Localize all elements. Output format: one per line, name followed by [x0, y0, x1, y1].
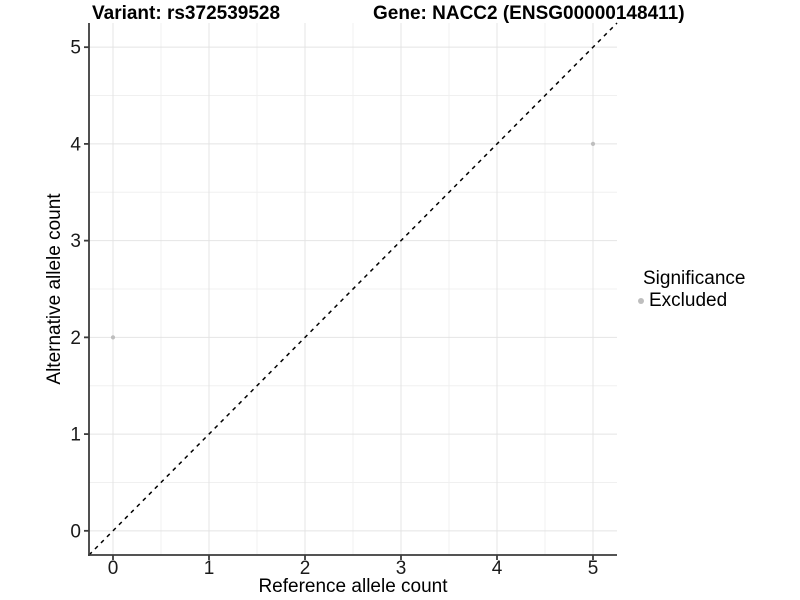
y-axis-title: Alternative allele count — [44, 193, 65, 385]
y-tick-label: 2 — [70, 328, 81, 349]
legend-point-icon — [638, 298, 644, 304]
y-tick-label: 0 — [70, 521, 81, 542]
data-point — [590, 141, 596, 147]
plot-title-variant: Variant: rs372539528 — [92, 3, 281, 24]
legend-item-excluded: Excluded — [633, 290, 745, 312]
identity-line — [88, 22, 618, 556]
y-tick-label: 3 — [70, 231, 81, 252]
legend-key — [633, 298, 649, 304]
data-point — [110, 335, 116, 340]
x-tick-label: 0 — [108, 558, 119, 579]
x-tick-label: 5 — [588, 558, 599, 579]
x-tick-label: 4 — [492, 558, 503, 579]
legend-title: Significance — [643, 268, 746, 289]
x-tick-label: 1 — [204, 558, 215, 579]
x-tick-label: 2 — [300, 558, 311, 579]
legend: Significance Excluded — [633, 268, 745, 312]
x-tick-label: 3 — [396, 558, 407, 579]
x-axis-title: Reference allele count — [258, 576, 448, 597]
plot-title-gene: Gene: NACC2 (ENSG00000148411) — [373, 3, 685, 24]
legend-item-label: Excluded — [649, 290, 728, 311]
y-tick-label: 5 — [70, 38, 81, 59]
y-tick-label: 4 — [70, 134, 81, 155]
y-tick-label: 1 — [70, 425, 81, 446]
